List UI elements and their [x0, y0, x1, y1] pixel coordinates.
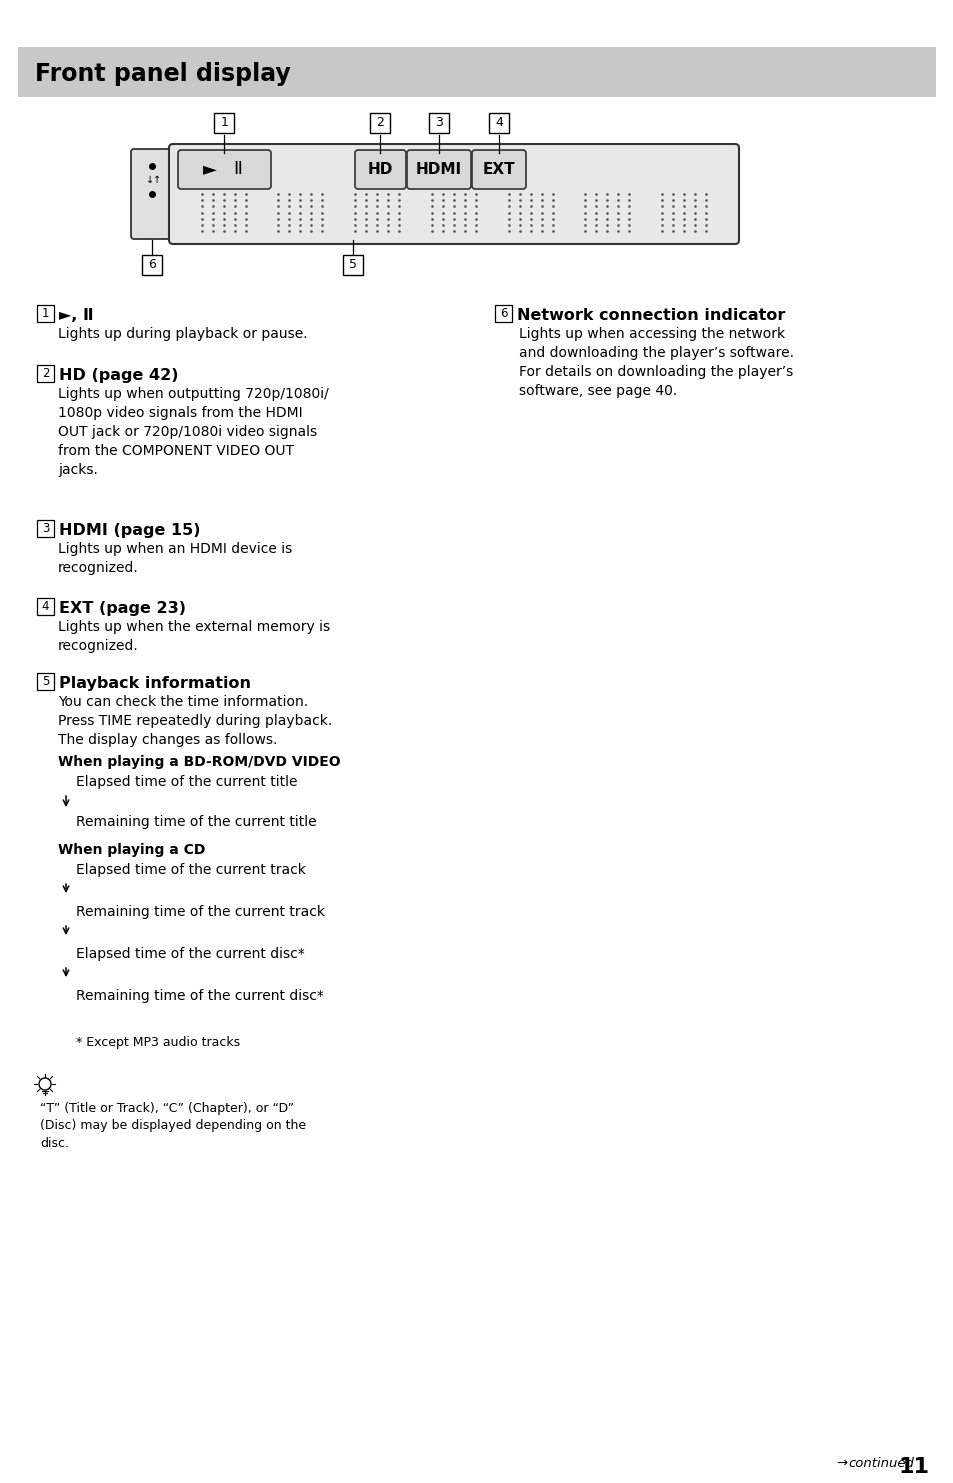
FancyBboxPatch shape	[495, 305, 512, 322]
Text: * Except MP3 audio tracks: * Except MP3 audio tracks	[76, 1037, 240, 1048]
FancyBboxPatch shape	[489, 113, 509, 133]
FancyBboxPatch shape	[429, 113, 449, 133]
Text: Front panel display: Front panel display	[35, 62, 291, 86]
FancyBboxPatch shape	[142, 255, 162, 274]
FancyBboxPatch shape	[355, 150, 406, 188]
FancyBboxPatch shape	[37, 305, 54, 322]
Text: ↑: ↑	[153, 175, 161, 185]
FancyBboxPatch shape	[214, 113, 234, 133]
Text: Lights up when outputting 720p/1080i/
1080p video signals from the HDMI
OUT jack: Lights up when outputting 720p/1080i/ 10…	[58, 387, 329, 478]
Text: When playing a BD-ROM/DVD VIDEO: When playing a BD-ROM/DVD VIDEO	[58, 755, 340, 770]
Text: 4: 4	[495, 117, 502, 129]
Text: Ⅱ: Ⅱ	[233, 160, 242, 178]
Text: Lights up when the external memory is
recognized.: Lights up when the external memory is re…	[58, 620, 330, 653]
Text: 1: 1	[42, 307, 50, 320]
Text: ↓: ↓	[147, 175, 154, 185]
Text: EXT (page 23): EXT (page 23)	[59, 601, 186, 615]
Text: HD: HD	[368, 162, 393, 176]
Text: Elapsed time of the current track: Elapsed time of the current track	[76, 863, 306, 876]
Text: HDMI: HDMI	[416, 162, 461, 176]
Text: continued: continued	[847, 1456, 913, 1470]
Text: 2: 2	[42, 366, 50, 380]
Text: →: →	[835, 1456, 846, 1470]
Text: “T” (Title or Track), “C” (Chapter), or “D”
(Disc) may be displayed depending on: “T” (Title or Track), “C” (Chapter), or …	[40, 1102, 306, 1149]
FancyBboxPatch shape	[37, 598, 54, 615]
FancyBboxPatch shape	[37, 673, 54, 690]
Text: 3: 3	[435, 117, 442, 129]
Text: 4: 4	[42, 601, 50, 612]
Text: ►, Ⅱ: ►, Ⅱ	[59, 308, 93, 323]
Text: Lights up during playback or pause.: Lights up during playback or pause.	[58, 326, 307, 341]
Text: You can check the time information.
Press TIME repeatedly during playback.
The d: You can check the time information. Pres…	[58, 696, 332, 747]
FancyBboxPatch shape	[472, 150, 525, 188]
Text: 3: 3	[42, 522, 50, 535]
FancyBboxPatch shape	[37, 521, 54, 537]
Text: Remaining time of the current track: Remaining time of the current track	[76, 905, 325, 919]
Text: ►: ►	[202, 160, 216, 178]
FancyBboxPatch shape	[178, 150, 271, 188]
Text: Lights up when accessing the network
and downloading the player’s software.
For : Lights up when accessing the network and…	[518, 326, 793, 397]
FancyBboxPatch shape	[407, 150, 471, 188]
Text: Lights up when an HDMI device is
recognized.: Lights up when an HDMI device is recogni…	[58, 541, 292, 575]
Bar	[18, 47, 935, 96]
FancyBboxPatch shape	[370, 113, 390, 133]
Text: HDMI (page 15): HDMI (page 15)	[59, 523, 200, 538]
Text: 5: 5	[42, 675, 50, 688]
Text: 2: 2	[376, 117, 384, 129]
FancyBboxPatch shape	[169, 144, 739, 245]
Text: 6: 6	[499, 307, 507, 320]
Text: Network connection indicator: Network connection indicator	[517, 308, 784, 323]
Text: 1: 1	[220, 117, 228, 129]
Text: HD (page 42): HD (page 42)	[59, 368, 178, 383]
FancyBboxPatch shape	[343, 255, 363, 274]
Text: When playing a CD: When playing a CD	[58, 842, 205, 857]
Text: 5: 5	[349, 258, 356, 271]
Text: 11: 11	[898, 1456, 929, 1477]
Text: Elapsed time of the current disc*: Elapsed time of the current disc*	[76, 948, 304, 961]
Text: Remaining time of the current title: Remaining time of the current title	[76, 816, 316, 829]
FancyBboxPatch shape	[37, 365, 54, 383]
FancyBboxPatch shape	[131, 148, 173, 239]
Text: Remaining time of the current disc*: Remaining time of the current disc*	[76, 989, 323, 1003]
Text: Elapsed time of the current title: Elapsed time of the current title	[76, 776, 297, 789]
Text: Playback information: Playback information	[59, 676, 251, 691]
Text: EXT: EXT	[482, 162, 515, 176]
Text: 6: 6	[149, 258, 156, 271]
